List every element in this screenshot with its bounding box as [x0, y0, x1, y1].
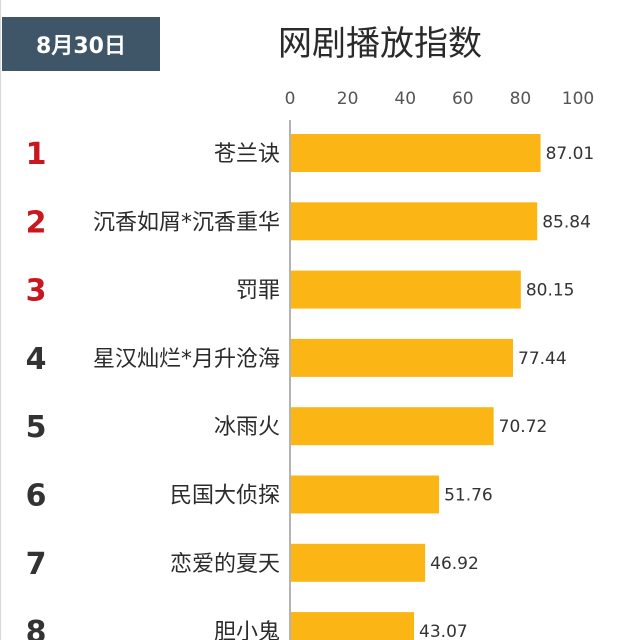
rank-number: 3: [26, 274, 47, 309]
bar: [291, 543, 426, 582]
category-label: 沉香如屑*沉香重华: [93, 210, 280, 235]
rank-number: 2: [26, 205, 47, 240]
bar: [291, 475, 440, 514]
category-label: 民国大侦探: [170, 484, 280, 509]
rank-number: 5: [26, 410, 47, 445]
category-label: 恋爱的夏天: [170, 552, 280, 577]
value-label: 77.44: [518, 349, 567, 369]
bar: [291, 134, 541, 172]
x-tick-label: 80: [510, 89, 532, 109]
bar: [291, 407, 494, 446]
x-tick-label: 100: [562, 89, 594, 109]
value-label: 80.15: [526, 281, 575, 301]
left-border-line: [0, 0, 1, 640]
rank-number: 4: [26, 342, 47, 377]
x-tick-label: 0: [285, 89, 296, 109]
value-label: 87.01: [546, 144, 595, 164]
value-label: 51.76: [444, 486, 493, 506]
value-label: 43.07: [419, 622, 468, 640]
bar: [291, 270, 521, 309]
bar: [291, 338, 514, 377]
category-label: 冰雨火: [214, 415, 280, 440]
category-label: 苍兰诀: [214, 142, 280, 167]
value-label: 70.72: [499, 417, 548, 437]
date-badge: 8月30日: [2, 17, 160, 71]
bar: [291, 202, 538, 241]
rank-number: 1: [26, 137, 47, 172]
value-label: 85.84: [542, 212, 591, 232]
x-tick-label: 20: [337, 89, 359, 109]
rank-number: 6: [26, 479, 47, 514]
x-tick-label: 40: [394, 89, 416, 109]
category-label: 胆小鬼: [214, 620, 280, 640]
rank-number: 8: [26, 615, 47, 640]
chart-title: 网剧播放指数: [278, 24, 482, 64]
category-label: 星汉灿烂*月升沧海: [93, 347, 280, 372]
rank-number: 7: [26, 547, 47, 582]
value-label: 46.92: [430, 554, 479, 574]
category-label: 罚罪: [236, 279, 280, 304]
x-tick-label: 60: [452, 89, 474, 109]
bar: [291, 612, 415, 640]
